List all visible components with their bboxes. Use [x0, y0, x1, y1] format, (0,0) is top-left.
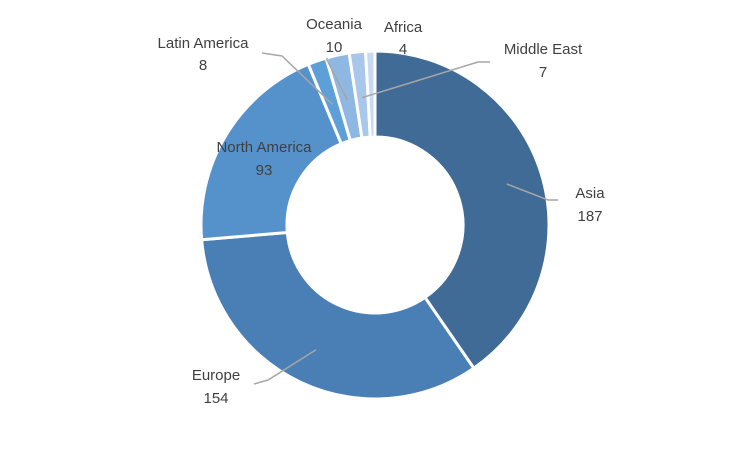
leader-lines-group — [253, 52, 558, 385]
leader-line-latin-america — [261, 52, 333, 105]
slice-north-america — [199, 62, 344, 242]
label-latin-america-value: 8 — [199, 57, 207, 74]
label-europe-name: Europe — [192, 367, 240, 384]
label-north-america-name: North America — [216, 139, 312, 156]
slice-asia — [373, 49, 551, 371]
label-asia-name: Asia — [575, 185, 605, 202]
label-north-america-value: 93 — [256, 162, 273, 179]
label-asia-value: 187 — [577, 208, 602, 225]
label-oceania-name: Oceania — [306, 16, 363, 33]
label-middle-east-value: 7 — [539, 64, 547, 81]
label-africa-value: 4 — [399, 41, 407, 58]
leader-line-europe — [253, 349, 317, 385]
leader-line-asia — [506, 183, 558, 201]
label-africa-name: Africa — [384, 19, 423, 36]
slice-africa — [363, 49, 377, 139]
slice-europe — [200, 230, 476, 401]
leader-line-oceania — [326, 58, 349, 101]
label-europe-value: 154 — [203, 390, 228, 407]
label-middle-east-name: Middle East — [504, 41, 583, 58]
leader-line-middle-east — [361, 61, 490, 99]
slices-group — [199, 49, 551, 401]
label-latin-america-name: Latin America — [158, 35, 250, 52]
label-oceania-value: 10 — [326, 39, 343, 56]
